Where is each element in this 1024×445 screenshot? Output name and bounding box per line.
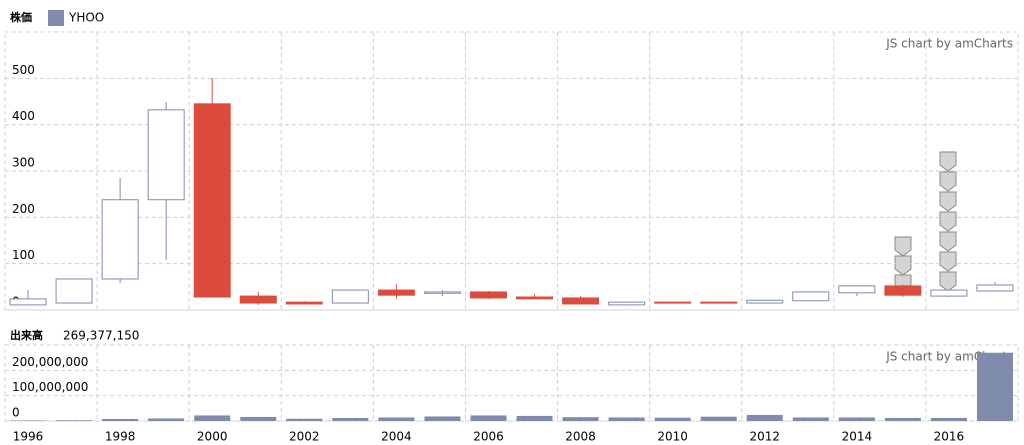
event-marker [939,171,957,192]
volume-bar [930,417,967,421]
legend-swatch[interactable] [48,10,64,26]
volume-bar [746,414,783,421]
volume-bar [516,415,553,421]
x-tick-label: 2002 [289,430,320,444]
candle-body [700,301,738,304]
candle-body [101,199,139,280]
panel-title: 出来高 [10,328,43,342]
volume-bar [286,418,323,421]
candle-body [55,278,93,304]
candle-body [147,109,185,201]
legend-value: 269,377,150 [63,329,139,343]
candle-body [562,297,600,305]
candle-body [331,289,369,304]
volume-bar [470,415,507,421]
volume-bar [332,417,369,421]
plot-border [4,344,1019,422]
candle-body [792,291,830,302]
candle-body [930,289,968,297]
y-tick-label: 400 [12,109,35,123]
volume-bar [10,420,47,421]
volume-bar [838,417,875,421]
volume-bar [976,352,1013,421]
y-tick-label: 300 [12,156,35,170]
credit: JS chart by amCharts [885,37,1013,51]
x-tick-label: 2006 [473,430,504,444]
volume-bar [240,416,277,421]
event-marker [894,255,912,276]
y-tick-label: 0 [12,406,20,420]
event-marker [939,271,957,292]
panel-title: 株価 [10,10,32,24]
x-tick-label: 2012 [749,430,780,444]
event-marker [894,236,912,257]
y-tick-label: 500 [12,63,35,77]
x-tick-label: 2014 [842,430,873,444]
y-tick-label: 200,000,000 [12,355,88,369]
candle-body [838,285,876,294]
candle-body [377,289,415,296]
candle-body [423,291,461,294]
y-tick-label: 100 [12,248,35,262]
volume-bar [792,417,829,421]
candle-body [285,301,323,305]
event-marker [939,151,957,172]
legend-label[interactable]: YHOO [68,11,104,25]
volume-bar [56,420,93,421]
volume-bar [654,417,691,421]
x-tick-label: 1996 [13,430,44,444]
candle-body [746,299,784,304]
candle-body [654,301,692,304]
volume-bar [148,418,185,421]
volume-bar [608,417,645,421]
volume-bar [884,417,921,421]
event-marker [939,231,957,252]
x-tick-label: 2016 [934,430,965,444]
y-tick-label: 200 [12,202,35,216]
event-marker [939,191,957,212]
x-tick-label: 2000 [197,430,228,444]
event-markers [894,151,957,295]
volume-bar [700,416,737,421]
volume-bar [562,417,599,421]
event-marker [939,211,957,232]
volume-bar [194,415,231,421]
x-tick-label: 2010 [657,430,688,444]
x-tick-label: 2008 [565,430,596,444]
x-tick-label: 1998 [105,430,136,444]
candle-body [884,285,922,296]
y-tick-label: 100,000,000 [12,380,88,394]
candle-body [193,103,231,298]
candle-body [516,296,554,300]
candle-body [239,295,277,304]
volume-bar [102,418,139,421]
x-tick-label: 2004 [381,430,412,444]
candle-body [976,284,1014,292]
candle-body [9,298,47,306]
candle-body [608,301,646,306]
volume-bar [378,417,415,421]
volume-bar [424,416,461,421]
event-marker [939,251,957,272]
candle-body [469,291,507,299]
